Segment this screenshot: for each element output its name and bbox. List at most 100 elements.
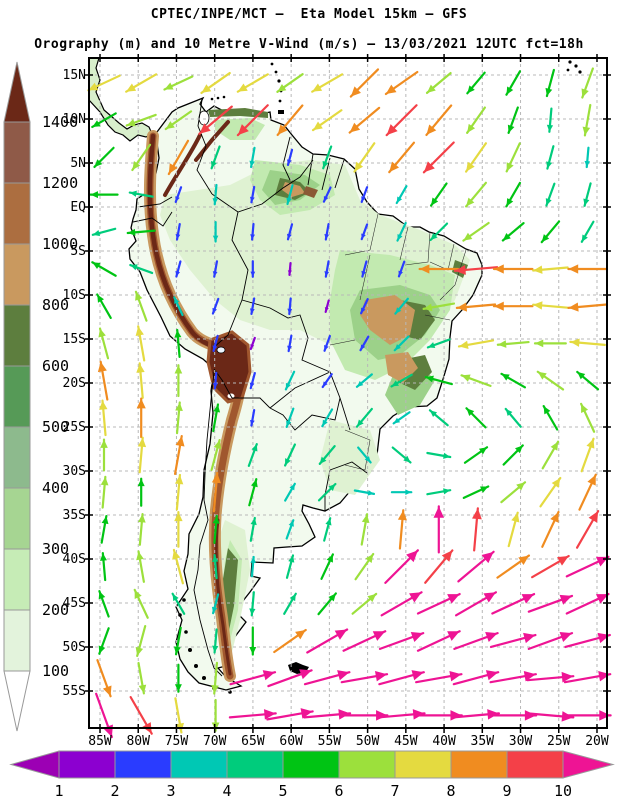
wind-arrow-head (130, 264, 138, 271)
wind-arrow-head (174, 684, 182, 692)
orography-colorbar-bottom-arrow (3, 670, 31, 732)
wind-arrow-head (518, 555, 529, 565)
wind-arrow-head (478, 447, 488, 455)
lat-label: 35S (63, 508, 86, 523)
lake-titicaca (216, 346, 226, 354)
orography-scale-label: 800 (42, 296, 69, 314)
chart-subtitle: Orography (m) and 10 Metre V-Wind (m/s) … (34, 37, 584, 52)
orography-colorbar-segment (3, 426, 31, 489)
wind-arrow-head (403, 455, 411, 463)
wind-arrow-head (463, 232, 473, 241)
colombia-cordillera-east (163, 133, 202, 197)
lon-label: 30W (509, 734, 533, 749)
lon-label: 20W (585, 734, 609, 749)
wind-arrow-head (361, 307, 366, 314)
wind-arrow-head (212, 515, 220, 524)
wind-arrow-head (250, 234, 255, 240)
wind-arrow-head (175, 402, 183, 412)
wind-arrow-head (472, 508, 482, 520)
wind-arrow-head (164, 82, 174, 90)
wind-arrow-head (521, 594, 535, 604)
lon-label: 75W (165, 734, 189, 749)
wind-arrow-head (212, 307, 217, 314)
wind-arrow-head (99, 400, 108, 410)
orography-scale-label: 600 (42, 357, 69, 375)
wind-arrow-head (300, 708, 313, 719)
wind-arrow-head (396, 196, 403, 204)
wind-arrow-head (175, 233, 181, 240)
wind-colorbar-segment (506, 750, 564, 779)
wind-arrow-head (88, 82, 99, 91)
wind-arrow-head (454, 265, 466, 275)
wind-arrow-head (511, 512, 520, 523)
wind-arrow-head (485, 670, 499, 681)
map-frame (88, 57, 608, 729)
wind-scale-label: 3 (166, 782, 175, 800)
wind-arrow-head (250, 479, 258, 488)
wind-arrow-head (411, 670, 424, 681)
wind-arrow-head (287, 345, 292, 352)
wind-colorbar-segment (114, 750, 172, 779)
wind-colorbar-segment (282, 750, 340, 779)
wind-arrow-head (250, 517, 257, 526)
lat-label: 15N (63, 68, 86, 83)
wind-arrow-head (322, 160, 329, 169)
wind-arrow-head (506, 86, 514, 95)
wind-arrow-head (431, 197, 439, 206)
wind-arrow-head (324, 307, 329, 312)
wind-arrow-head (319, 456, 327, 464)
wind-arrow-head (367, 593, 377, 603)
central-america-landmass (88, 57, 153, 142)
wind-arrow-head (175, 270, 181, 277)
wind-arrow-head (174, 512, 183, 522)
wind-scale-label: 2 (110, 782, 119, 800)
wind-arrow-head (467, 85, 475, 94)
wind-arrow-head (427, 342, 436, 349)
wind-arrow-head (237, 83, 248, 92)
orography-scale-label: 500 (42, 418, 69, 436)
orography-scale-label: 300 (42, 540, 69, 558)
wind-arrow-head (137, 478, 145, 487)
wind-arrow-head (481, 551, 494, 564)
wind-arrow-head (312, 83, 323, 92)
wind-arrow-head (350, 86, 361, 97)
wind-arrow-head (92, 262, 101, 270)
wind-arrow-head (172, 593, 179, 602)
wind-arrow-head (361, 233, 366, 240)
wind-arrow-head (501, 373, 510, 381)
wind-arrow-head (588, 511, 599, 523)
wind-arrow-head (427, 84, 436, 93)
wind-arrow-head (98, 591, 106, 600)
wind-scale-label: 4 (222, 782, 231, 800)
wind-arrow-head (568, 302, 579, 312)
wind-arrow-head (201, 84, 212, 93)
wind-arrow-head (447, 631, 460, 641)
wind-arrow-head (286, 159, 292, 165)
wind-scale-label: 7 (390, 782, 399, 800)
wind-arrow-head (101, 516, 109, 525)
wind-arrow-head (506, 162, 514, 172)
wind-arrow-head (322, 419, 328, 427)
orography-scale-label: 1200 (42, 174, 78, 192)
wind-arrow-head (395, 307, 402, 314)
wind-scale-label: 9 (502, 782, 511, 800)
wind-arrow-head (581, 234, 588, 242)
lat-label: 45S (63, 596, 86, 611)
wind-arrow-head (129, 190, 137, 197)
wind-arrow-head (545, 198, 552, 206)
wind-arrow-head (397, 510, 407, 521)
lon-label: 35W (471, 734, 495, 749)
wind-arrow-head (423, 161, 435, 173)
wind-arrow-head (102, 685, 112, 697)
wind-arrow-head (324, 345, 329, 351)
wind-arrow-head (211, 606, 218, 614)
wind-arrow-head (211, 473, 221, 484)
wind-arrow-head (535, 339, 544, 348)
wind-arrow-head (328, 593, 336, 602)
wind-arrow-head (485, 632, 498, 642)
wind-vector-field (87, 67, 612, 739)
wind-scale-label: 5 (278, 782, 287, 800)
wind-arrow-head (372, 631, 386, 641)
wind-arrow-head (174, 365, 183, 374)
